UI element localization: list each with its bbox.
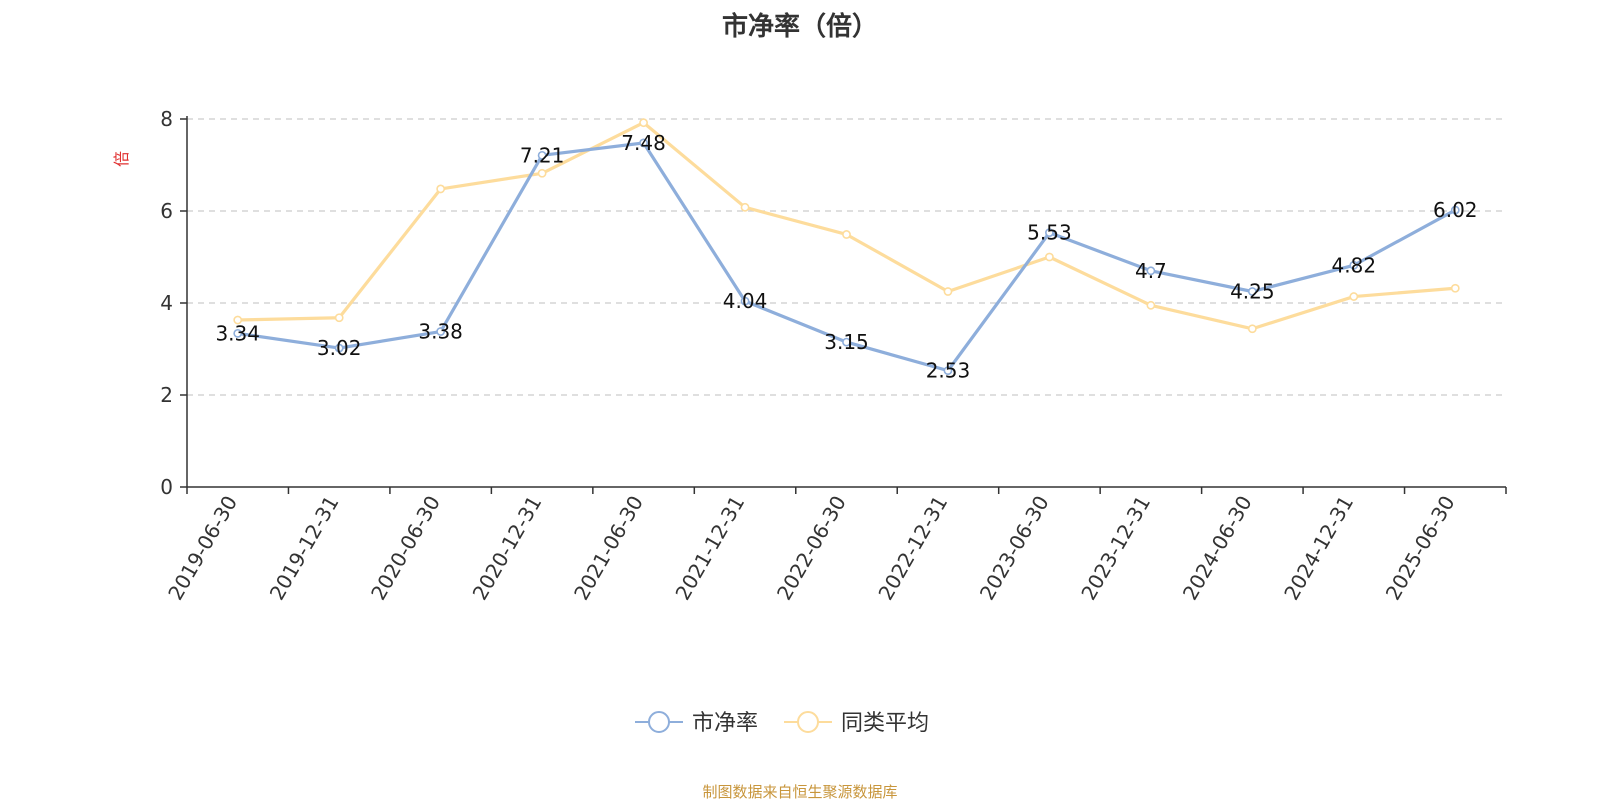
x-tick-label: 2021-06-30 [569, 492, 648, 605]
data-point-0[interactable] [436, 327, 446, 336]
data-label: 4.25 [1230, 280, 1275, 304]
data-label: 7.21 [520, 143, 565, 167]
data-label: 7.48 [621, 131, 666, 155]
x-tick-label: 2022-06-30 [772, 492, 851, 605]
y-tick-labels: 0 2 4 6 8 [160, 107, 173, 499]
data-point-0[interactable] [943, 366, 953, 376]
data-point-0[interactable] [639, 138, 648, 148]
data-point-0[interactable] [1450, 205, 1460, 215]
data-point-1[interactable] [842, 230, 851, 239]
x-tick-label: 2023-06-30 [975, 492, 1054, 605]
data-point-1[interactable] [537, 168, 547, 178]
data-point-1[interactable] [740, 202, 750, 212]
legend-marker-1[interactable] [797, 711, 819, 733]
series-points [233, 118, 1460, 376]
data-point-1[interactable] [1349, 292, 1359, 301]
legend-label-0[interactable]: 市净率 [692, 711, 758, 736]
data-point-1[interactable] [233, 315, 243, 325]
data-point-0[interactable] [537, 150, 547, 160]
y-tick-label: 6 [160, 199, 173, 223]
data-label: 4.82 [1332, 253, 1377, 277]
x-tick-label: 2024-06-30 [1178, 492, 1257, 605]
x-tick-label: 2020-12-31 [468, 492, 547, 605]
data-point-0[interactable] [1349, 260, 1359, 270]
chart-title: 市净率（倍） [721, 12, 878, 42]
data-label: 2.53 [926, 359, 971, 383]
data-label: 5.53 [1027, 221, 1072, 245]
data-source-note: 制图数据来自恒生聚源数据库 [702, 783, 898, 801]
data-point-1[interactable] [1247, 324, 1257, 334]
legend: 市净率 同类平均 [635, 711, 929, 736]
data-label: 3.34 [215, 321, 260, 345]
x-tick-labels: 2019-06-30 2019-12-31 2020-06-30 2020-12-31… [163, 491, 1459, 604]
legend-label-1[interactable]: 同类平均 [841, 711, 929, 736]
x-tick-label: 2025-06-30 [1381, 492, 1460, 605]
data-point-1[interactable] [1450, 283, 1460, 293]
data-label: 3.02 [317, 336, 362, 360]
x-tick-label: 2019-12-31 [265, 492, 344, 605]
data-point-0[interactable] [1146, 266, 1156, 276]
data-label: 3.15 [824, 330, 869, 354]
y-tick-label: 8 [160, 107, 173, 131]
x-tick-label: 2023-12-31 [1076, 492, 1155, 605]
legend-marker-0[interactable] [648, 711, 670, 733]
data-point-0[interactable] [1247, 287, 1257, 296]
data-point-0[interactable] [842, 337, 851, 347]
data-point-0[interactable] [233, 328, 243, 338]
data-point-0[interactable] [334, 343, 344, 353]
data-point-1[interactable] [639, 118, 648, 128]
x-tick-label: 2022-12-31 [873, 492, 952, 605]
data-label: 3.38 [418, 320, 463, 344]
y-tick-label: 4 [160, 291, 173, 315]
axes [180, 116, 1507, 494]
data-label: 6.02 [1433, 198, 1478, 222]
data-label: 4.04 [723, 289, 768, 313]
y-tick-label: 0 [160, 475, 173, 499]
y-axis-label: 倍 [112, 151, 131, 167]
y-tick-label: 2 [160, 383, 173, 407]
x-tick-label: 2020-06-30 [366, 491, 445, 604]
x-tick-label: 2021-12-31 [670, 492, 749, 605]
data-labels: 3.34 3.02 3.38 7.21 7.48 4.04 3.15 2.53 5.53 4.7 4… [215, 131, 1477, 383]
x-tick-label: 2019-06-30 [163, 492, 242, 605]
data-point-1[interactable] [334, 313, 344, 323]
data-point-1[interactable] [1045, 252, 1054, 262]
data-point-0[interactable] [740, 296, 750, 306]
data-point-1[interactable] [1146, 300, 1156, 310]
x-tick-label: 2024-12-31 [1279, 492, 1358, 605]
data-point-1[interactable] [943, 287, 953, 296]
data-point-1[interactable] [436, 184, 446, 194]
data-label: 4.7 [1135, 259, 1167, 283]
data-point-0[interactable] [1045, 228, 1054, 238]
